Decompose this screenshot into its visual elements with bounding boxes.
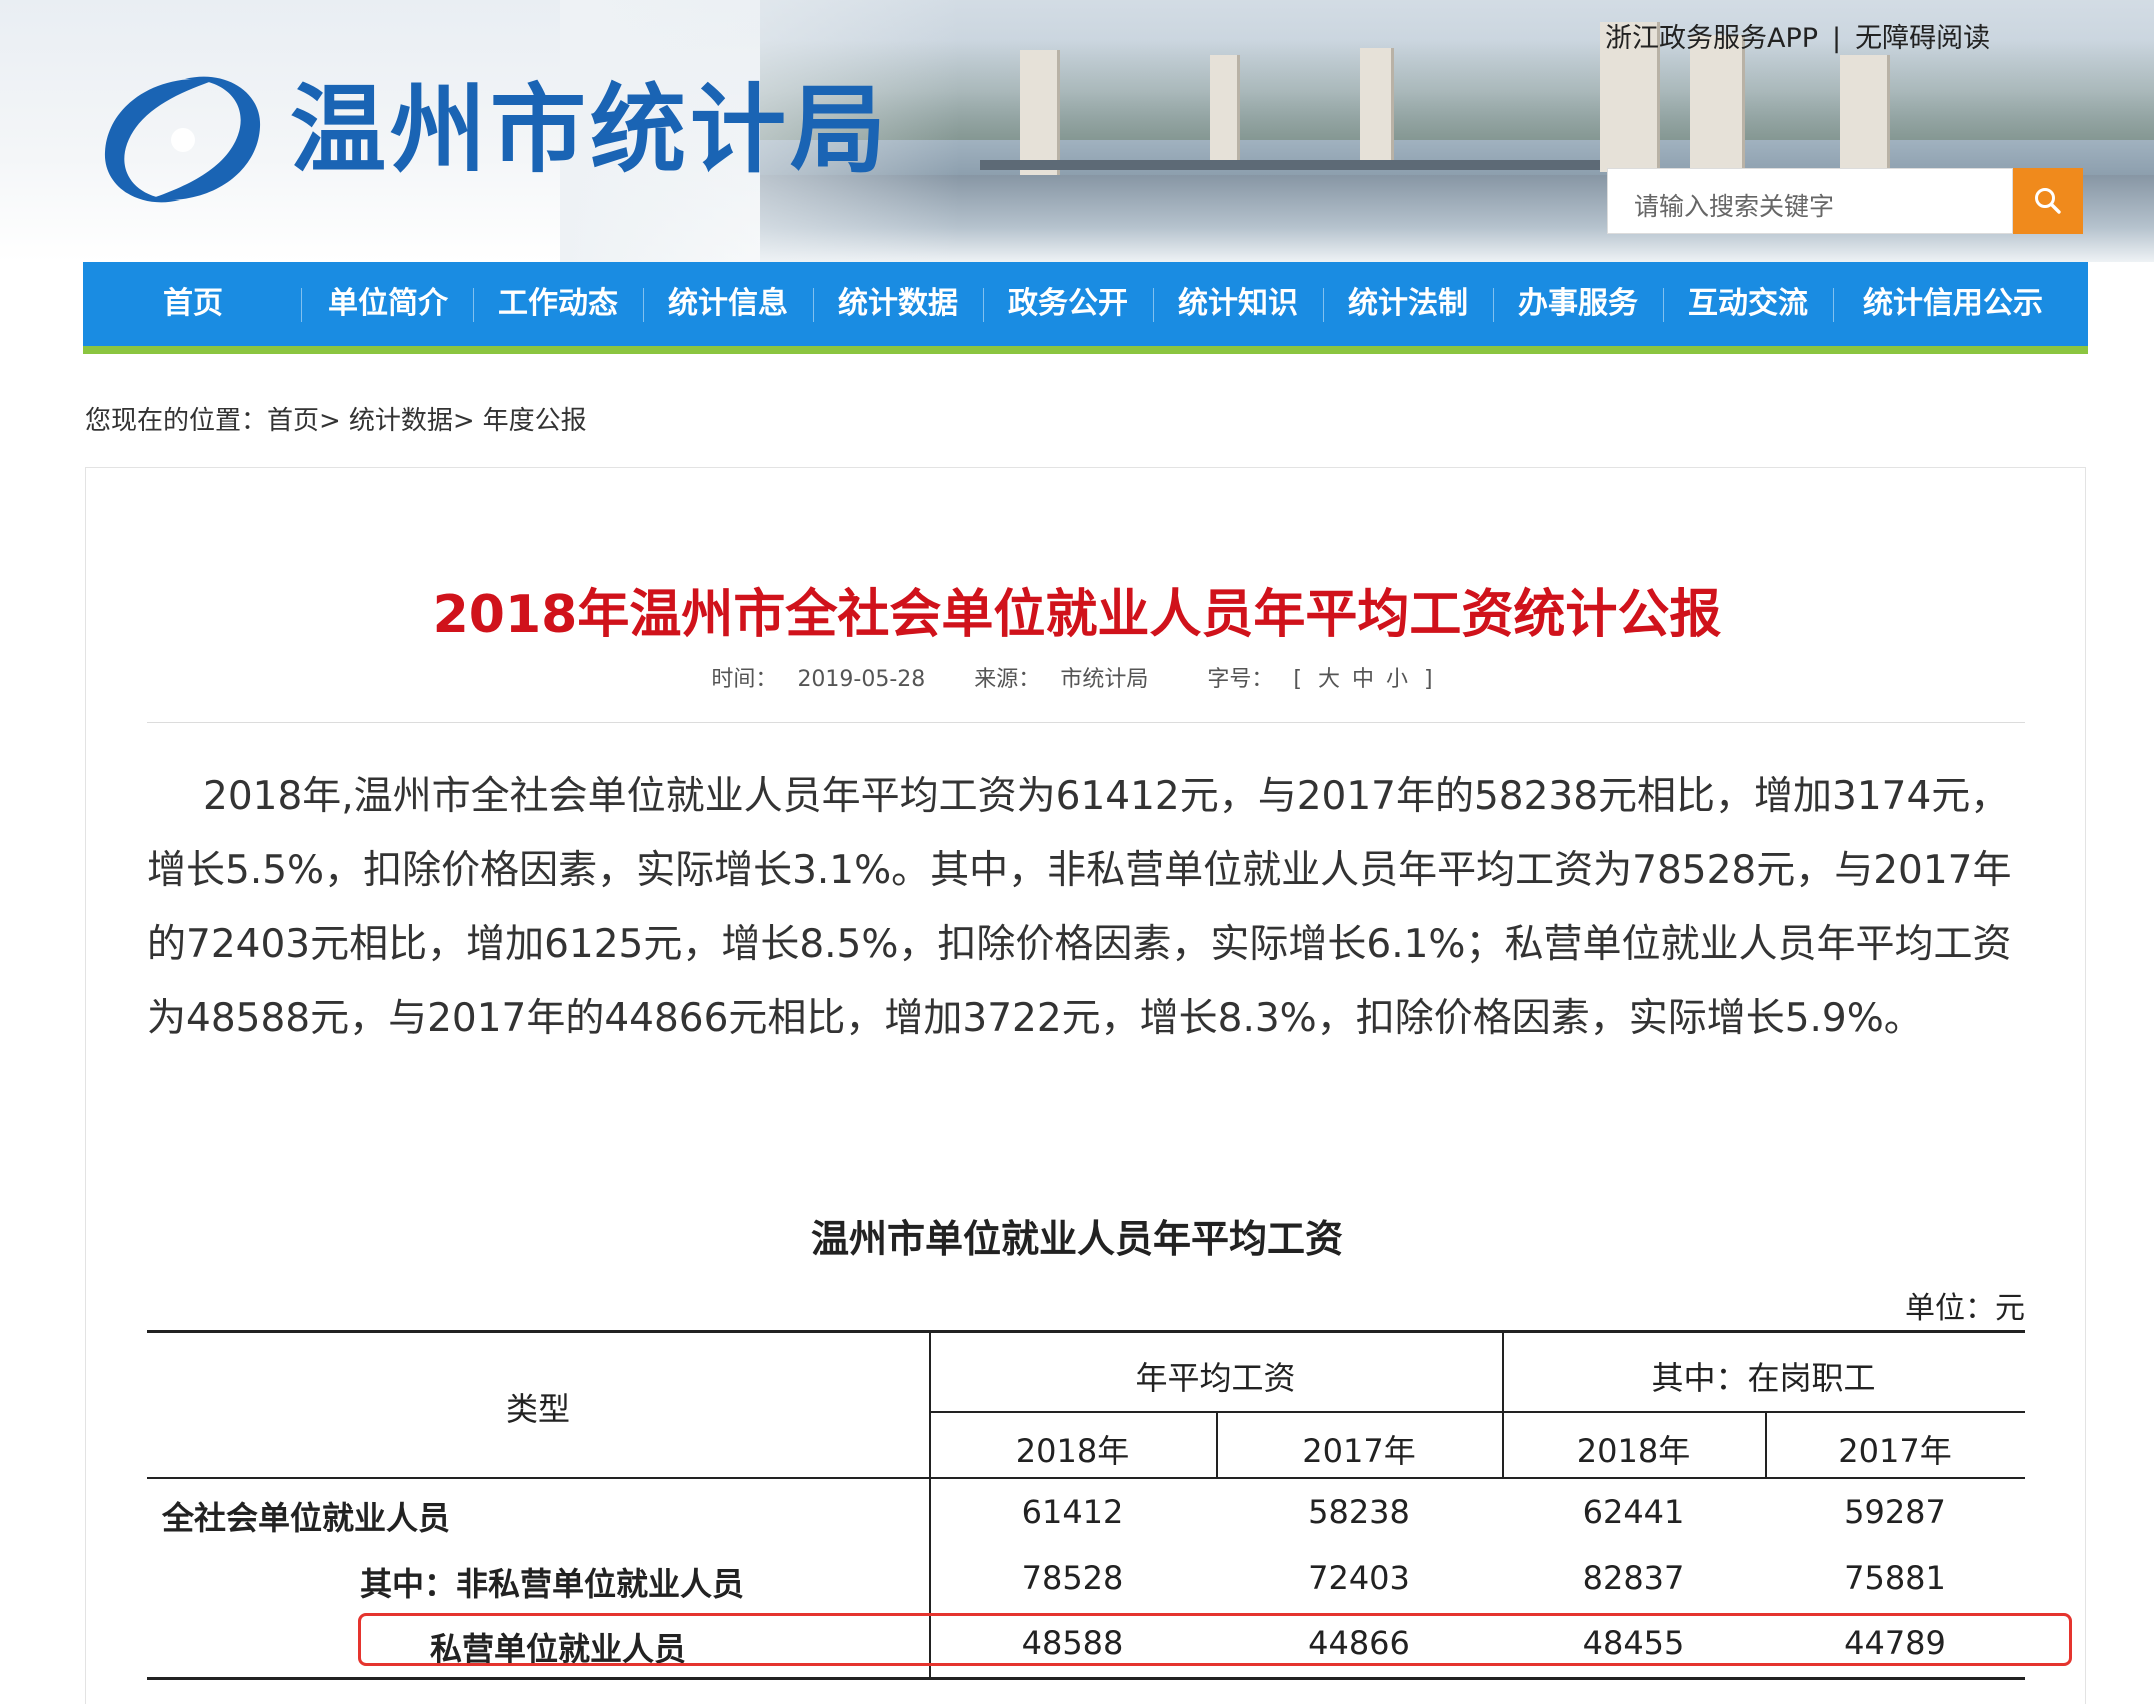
article-divider <box>147 722 2025 723</box>
meta-font-label: 字号： <box>1207 667 1274 692</box>
nav-divider <box>1493 288 1494 322</box>
highlight-box <box>358 1613 2072 1666</box>
nav-item-credit[interactable]: 统计信用公示 <box>1863 286 2043 321</box>
table-cell: 48588 <box>1021 1624 1124 1662</box>
table-header-bottom-line <box>147 1477 2025 1479</box>
main-nav: 首页 单位简介 工作动态 统计信息 统计数据 政务公开 统计知识 统计法制 办事… <box>83 262 2088 354</box>
table-cell: 44789 <box>1844 1624 1946 1662</box>
table-cell: 61412 <box>1021 1493 1124 1531</box>
nav-item-news[interactable]: 工作动态 <box>498 286 618 321</box>
banner-bridge <box>980 160 1600 170</box>
article-body: 2018年,温州市全社会单位就业人员年平均工资为61412元，与2017年的58… <box>147 774 2012 1041</box>
zhejiang-app-link[interactable]: 浙江政务服务APP <box>1605 23 1819 54</box>
nav-divider <box>1833 288 1834 322</box>
banner-building <box>1020 50 1060 175</box>
nav-divider <box>301 288 302 322</box>
table-col-divider <box>1502 1330 1504 1478</box>
table-header-mid-line <box>929 1411 2025 1413</box>
top-links-separator: | <box>1832 23 1842 54</box>
banner-building <box>1840 55 1890 170</box>
nav-divider <box>473 288 474 322</box>
table-header-avg-wage: 年平均工资 <box>1135 1359 1296 1397</box>
table-row-label: 全社会单位就业人员 <box>162 1499 451 1537</box>
table-header-on-post: 其中：在岗职工 <box>1651 1359 1876 1397</box>
font-size-medium[interactable]: 中 <box>1351 667 1374 692</box>
breadcrumb-stat-data[interactable]: 统计数据> <box>348 406 475 436</box>
top-links: 浙江政务服务APP | 无障碍阅读 <box>1605 16 1990 55</box>
table-col-divider <box>1216 1411 1218 1478</box>
table-cell: 58238 <box>1308 1493 1410 1531</box>
nav-item-home[interactable]: 首页 <box>163 286 223 321</box>
nav-divider <box>1323 288 1324 322</box>
table-unit: 单位：元 <box>1905 1291 2025 1326</box>
table-header-year: 2018年 <box>1015 1432 1130 1470</box>
article-card <box>85 467 2086 1704</box>
table-col-divider <box>929 1330 931 1678</box>
table-cell: 44866 <box>1308 1624 1410 1662</box>
table-col-divider <box>1765 1411 1767 1478</box>
table-header-year: 2017年 <box>1302 1432 1416 1470</box>
table-cell: 62441 <box>1582 1493 1685 1531</box>
breadcrumb-home[interactable]: 首页> <box>267 406 341 436</box>
site-header: 温州市统计局 浙江政务服务APP | 无障碍阅读 请输入搜索关键字 <box>0 0 2154 262</box>
article-title: 2018年温州市全社会单位就业人员年平均工资统计公报 <box>432 585 1722 645</box>
search-icon <box>2035 188 2061 214</box>
table-cell: 72403 <box>1308 1559 1410 1597</box>
nav-item-stat-info[interactable]: 统计信息 <box>668 286 788 321</box>
banner-building <box>1210 55 1240 170</box>
meta-source-label: 来源： <box>974 667 1041 692</box>
site-name[interactable]: 温州市统计局 <box>290 74 890 186</box>
nav-divider <box>1153 288 1154 322</box>
article-meta: 时间： 2019-05-28 来源： 市统计局 字号： [ 大中小] <box>0 661 2154 693</box>
table-header-year: 2018年 <box>1576 1432 1691 1470</box>
nav-item-knowledge[interactable]: 统计知识 <box>1178 286 1298 321</box>
nav-item-interaction[interactable]: 互动交流 <box>1688 286 1808 321</box>
font-size-large[interactable]: 大 <box>1317 667 1340 692</box>
meta-source: 市统计局 <box>1060 667 1149 692</box>
table-row-label: 私营单位就业人员 <box>430 1630 687 1668</box>
meta-time: 2019-05-28 <box>797 667 926 692</box>
font-size-bracket-close: ] <box>1423 667 1433 692</box>
banner-fade <box>560 0 960 262</box>
table-cell: 82837 <box>1582 1559 1685 1597</box>
nav-item-stat-data[interactable]: 统计数据 <box>838 286 958 321</box>
search-input[interactable]: 请输入搜索关键字 <box>1607 168 2013 234</box>
nav-divider <box>813 288 814 322</box>
search-button[interactable] <box>2013 168 2083 234</box>
font-size-bracket-open: [ <box>1293 667 1302 692</box>
banner-building <box>1690 35 1745 170</box>
nav-divider <box>983 288 984 322</box>
breadcrumb: 您现在的位置：首页> 统计数据> 年度公报 <box>85 400 587 437</box>
table-title: 温州市单位就业人员年平均工资 <box>810 1217 1343 1261</box>
table-header-type: 类型 <box>505 1390 570 1428</box>
table-bottom-border <box>147 1677 2025 1680</box>
table-cell: 59287 <box>1844 1493 1946 1531</box>
nav-item-gov-affairs[interactable]: 政务公开 <box>1008 286 1128 321</box>
nav-item-about[interactable]: 单位简介 <box>328 286 448 321</box>
breadcrumb-prefix: 您现在的位置： <box>85 406 268 436</box>
nav-item-services[interactable]: 办事服务 <box>1518 286 1638 321</box>
table-cell: 48455 <box>1582 1624 1685 1662</box>
table-header-year: 2017年 <box>1838 1432 1952 1470</box>
nav-divider <box>643 288 644 322</box>
banner-building <box>1600 22 1660 172</box>
nav-item-law[interactable]: 统计法制 <box>1348 286 1468 321</box>
accessibility-link[interactable]: 无障碍阅读 <box>1855 23 1991 54</box>
table-row-label: 其中：非私营单位就业人员 <box>360 1565 745 1603</box>
banner-building <box>1360 48 1394 168</box>
swirl-logo-icon[interactable] <box>95 62 270 217</box>
table-cell: 78528 <box>1021 1559 1124 1597</box>
table-top-border <box>147 1330 2025 1333</box>
font-size-small[interactable]: 小 <box>1385 667 1408 692</box>
meta-time-label: 时间： <box>711 667 778 692</box>
banner-hills <box>760 40 2154 140</box>
table-cell: 75881 <box>1844 1559 1946 1597</box>
breadcrumb-annual-report[interactable]: 年度公报 <box>482 406 587 436</box>
nav-divider <box>1663 288 1664 322</box>
